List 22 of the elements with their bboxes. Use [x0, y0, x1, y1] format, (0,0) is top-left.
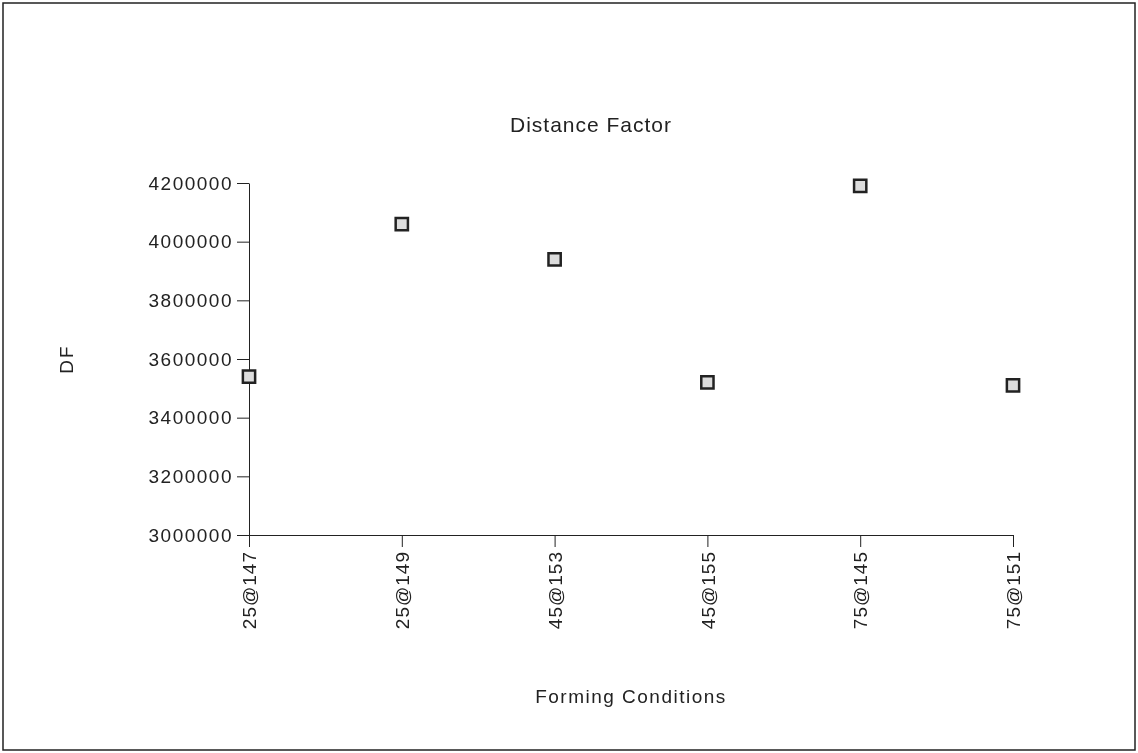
x-tick-label: 75@145 — [850, 551, 872, 630]
point — [852, 178, 868, 194]
y-tick-label: 4200000 — [148, 172, 233, 194]
chart-title: Distance Factor — [509, 113, 673, 136]
x-tick-label: 45@155 — [697, 551, 719, 630]
point — [547, 251, 562, 267]
y-tick-label: 3800000 — [148, 289, 233, 311]
y-tick-label: 3000000 — [148, 524, 233, 546]
y-tick-label: 4000000 — [148, 231, 233, 253]
x-tick-label: 25@149 — [391, 551, 413, 630]
x-tick-label: 75@151 — [1003, 551, 1025, 630]
y-tick-label: 3600000 — [148, 348, 233, 370]
y-tick-label: 3200000 — [148, 465, 233, 487]
x-tick-label: 25@147 — [239, 551, 261, 630]
point — [1005, 378, 1021, 393]
y-tick-label: 3400000 — [148, 407, 233, 429]
y-axis-title: DF — [56, 344, 77, 374]
point — [394, 216, 410, 232]
point — [241, 369, 257, 384]
x-axis-title: Forming Conditions — [535, 686, 727, 707]
x-tick-label: 45@153 — [544, 551, 566, 630]
point — [700, 375, 715, 390]
